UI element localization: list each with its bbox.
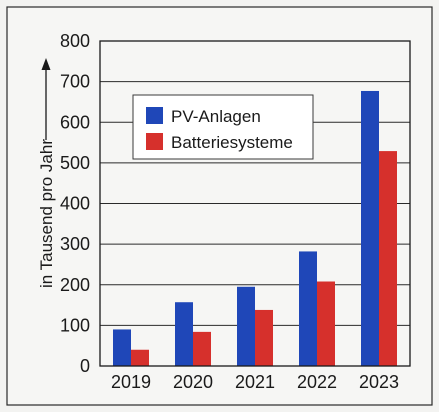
y-axis-title-group: in Tausend pro Jahr — [37, 58, 56, 288]
bars — [113, 90, 397, 366]
x-tick-label: 2019 — [111, 372, 151, 392]
x-tick-labels: 2019 2020 2021 2022 2023 — [111, 372, 399, 392]
y-tick-label: 400 — [60, 194, 90, 214]
x-tick-label: 2020 — [173, 372, 213, 392]
bar-pv-2022 — [299, 251, 317, 366]
legend-label-pv: PV-Anlagen — [171, 107, 261, 126]
bar-battery-2019 — [131, 349, 149, 366]
y-tick-label: 100 — [60, 315, 90, 335]
plot-frame — [99, 40, 411, 367]
bar-pv-2019 — [113, 329, 131, 366]
bar-battery-2020 — [193, 331, 211, 366]
bar-pv-2021 — [237, 286, 255, 366]
y-tick-label: 200 — [60, 275, 90, 295]
legend-swatch-battery — [146, 133, 163, 150]
x-tick-label: 2021 — [235, 372, 275, 392]
bar-battery-2021 — [255, 309, 273, 366]
bar-battery-2022 — [317, 281, 335, 366]
y-tick-label: 700 — [60, 72, 90, 92]
legend-swatch-pv — [146, 107, 163, 124]
y-tick-label: 0 — [80, 356, 90, 376]
bar-battery-2023 — [379, 151, 397, 366]
legend-label-battery: Batteriesysteme — [171, 133, 293, 152]
legend: PV-Anlagen Batteriesysteme — [132, 94, 314, 160]
y-tick-labels: 0 100 200 300 400 500 600 700 800 — [60, 31, 90, 376]
y-tick-label: 600 — [60, 112, 90, 132]
bar-pv-2023 — [361, 90, 379, 366]
bar-pv-2020 — [175, 302, 193, 366]
y-axis-label: in Tausend pro Jahr — [37, 139, 56, 288]
y-tick-label: 800 — [60, 31, 90, 51]
x-tick-label: 2023 — [359, 372, 399, 392]
x-tick-label: 2022 — [297, 372, 337, 392]
y-tick-label: 300 — [60, 234, 90, 254]
y-tick-label: 500 — [60, 153, 90, 173]
y-axis-arrow-head — [41, 58, 51, 70]
